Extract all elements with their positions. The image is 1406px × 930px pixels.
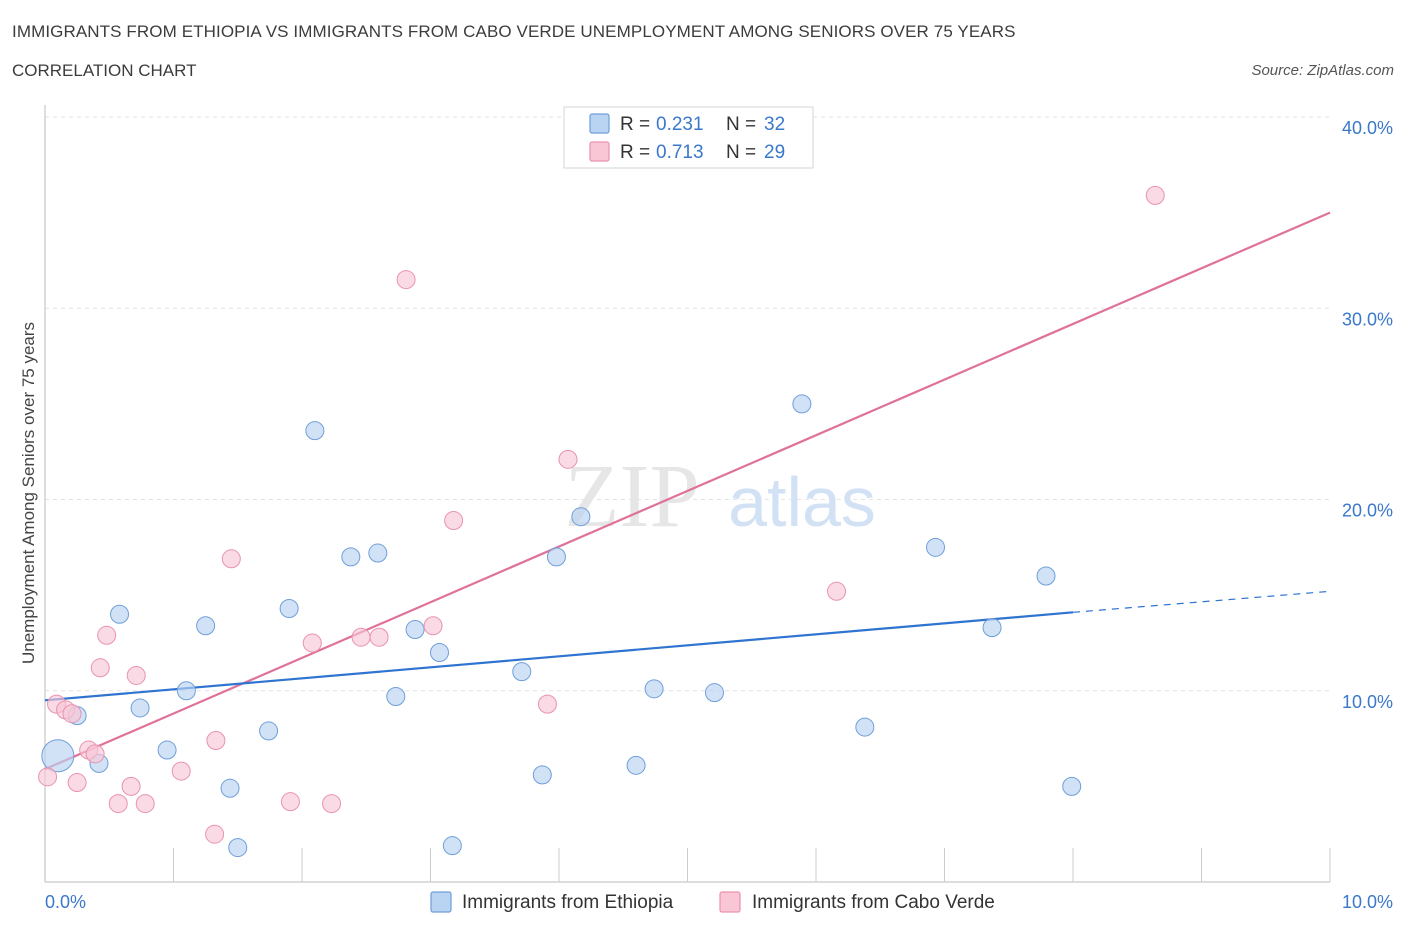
stats-r-label-ethiopia: R = <box>620 114 650 135</box>
point-caboverde <box>126 665 146 685</box>
stats-n-value-caboverde: 29 <box>764 142 785 163</box>
point-ethiopia <box>512 662 532 682</box>
point-ethiopia <box>228 838 248 858</box>
point-caboverde <box>121 776 141 796</box>
point-caboverde <box>827 581 847 601</box>
point-ethiopia <box>130 698 150 718</box>
point-caboverde <box>67 773 87 793</box>
point-ethiopia <box>1036 566 1056 586</box>
stats-r-value-ethiopia: 0.231 <box>656 114 704 135</box>
stats-swatch-ethiopia <box>589 113 610 134</box>
point-caboverde <box>1145 185 1165 205</box>
point-caboverde <box>97 625 117 645</box>
point-ethiopia <box>982 618 1002 638</box>
legend-label-ethiopia: Immigrants from Ethiopia <box>462 892 674 913</box>
x-tick-label-min: 0.0% <box>45 892 86 912</box>
point-caboverde <box>171 761 191 781</box>
trend-lines <box>44 211 1331 771</box>
data-points <box>38 185 1165 858</box>
point-ethiopia <box>220 778 240 798</box>
point-caboverde <box>38 767 58 787</box>
stats-r-value-caboverde: 0.713 <box>656 142 704 163</box>
y-tick-label: 10.0% <box>1342 692 1393 712</box>
point-caboverde <box>444 511 464 531</box>
point-caboverde <box>221 549 241 569</box>
point-caboverde <box>423 616 443 636</box>
watermark-zip: ZIP <box>565 447 700 546</box>
point-ethiopia <box>386 686 406 706</box>
point-ethiopia <box>532 765 552 785</box>
point-ethiopia <box>341 547 361 567</box>
axes <box>44 105 1331 883</box>
point-caboverde <box>135 794 155 814</box>
point-ethiopia <box>196 616 216 636</box>
point-caboverde <box>302 633 322 653</box>
tick-labels: 10.0% 20.0% 30.0% 40.0% 0.0% 10.0% <box>45 118 1393 912</box>
point-ethiopia <box>279 599 299 619</box>
point-ethiopia <box>1062 776 1082 796</box>
point-ethiopia <box>176 681 196 701</box>
point-ethiopia <box>571 507 591 527</box>
y-tick-label: 20.0% <box>1342 501 1393 521</box>
stats-swatch-caboverde <box>589 141 610 162</box>
y-axis-label: Unemployment Among Seniors over 75 years <box>19 322 38 664</box>
point-caboverde <box>206 730 226 750</box>
point-caboverde <box>322 794 342 814</box>
point-caboverde <box>85 744 105 764</box>
point-ethiopia <box>157 740 177 760</box>
x-tick-label-max: 10.0% <box>1342 892 1393 912</box>
point-caboverde <box>537 694 557 714</box>
point-ethiopia <box>704 683 724 703</box>
grid-lines <box>45 116 1330 692</box>
point-caboverde <box>351 627 371 647</box>
stats-n-label-caboverde: N = <box>726 142 756 163</box>
point-ethiopia <box>429 643 449 662</box>
point-caboverde <box>108 794 128 814</box>
point-ethiopia <box>305 421 325 441</box>
point-ethiopia <box>926 537 946 557</box>
point-ethiopia <box>644 679 664 699</box>
source-attribution: Source: ZipAtlas.com <box>1251 62 1394 79</box>
point-caboverde <box>205 824 225 844</box>
point-ethiopia <box>368 543 388 563</box>
point-caboverde <box>369 627 389 647</box>
legend-label-caboverde: Immigrants from Cabo Verde <box>752 892 995 913</box>
point-ethiopia <box>792 394 812 414</box>
stats-n-label-ethiopia: N = <box>726 114 756 135</box>
point-ethiopia <box>41 739 75 773</box>
chart-title: IMMIGRANTS FROM ETHIOPIA VS IMMIGRANTS F… <box>12 22 1016 41</box>
stats-n-value-ethiopia: 32 <box>764 114 785 135</box>
point-ethiopia <box>442 836 462 856</box>
watermark-atlas: atlas <box>728 463 876 541</box>
legend-swatch-caboverde <box>719 891 741 913</box>
trend-line-ethiopia <box>44 611 1074 702</box>
chart-subtitle: CORRELATION CHART <box>12 61 197 80</box>
y-tick-label: 30.0% <box>1342 309 1393 329</box>
legend-swatch-ethiopia <box>430 891 452 913</box>
point-caboverde <box>62 704 82 724</box>
point-ethiopia <box>546 547 566 567</box>
y-tick-label: 40.0% <box>1342 118 1393 138</box>
point-caboverde <box>558 449 578 469</box>
point-ethiopia <box>855 717 875 737</box>
point-caboverde <box>396 270 416 290</box>
trend-line-caboverde <box>44 211 1331 771</box>
trend-line-ethiopia-extension <box>1072 590 1331 613</box>
point-ethiopia <box>259 721 279 741</box>
stats-legend: R = 0.231 N = 32 R = 0.713 N = 29 <box>563 106 814 169</box>
stats-r-label-caboverde: R = <box>620 142 650 163</box>
point-ethiopia <box>626 755 646 775</box>
point-caboverde <box>280 792 300 812</box>
series-legend: Immigrants from Ethiopia Immigrants from… <box>430 891 995 913</box>
point-ethiopia <box>110 604 130 624</box>
point-caboverde <box>90 658 110 678</box>
point-ethiopia <box>405 620 425 640</box>
watermark: ZIP atlas <box>565 447 876 546</box>
